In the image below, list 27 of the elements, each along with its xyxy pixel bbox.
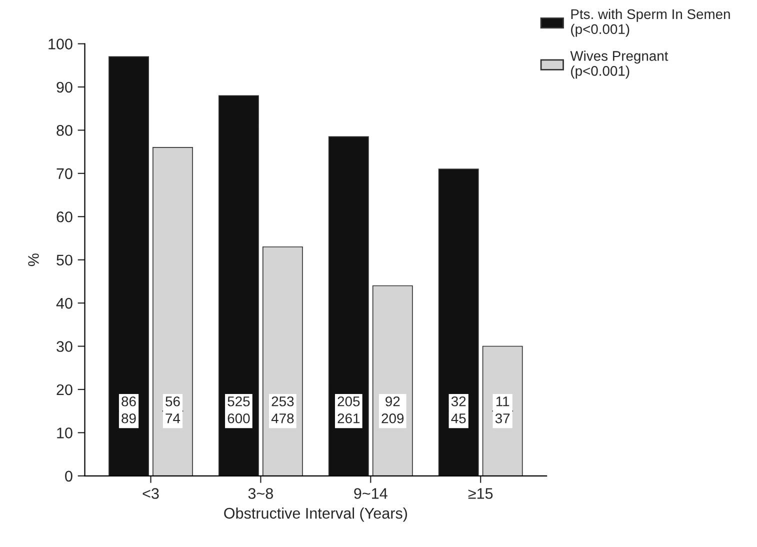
- y-tick-label: 40: [56, 298, 72, 309]
- annotation: 56 74: [166, 396, 180, 424]
- y-tick-label: 80: [56, 125, 72, 136]
- y-tick-label: 0: [65, 470, 72, 482]
- x-tick-label: 9~14: [354, 488, 388, 499]
- y-tick-label: 100: [48, 38, 72, 50]
- x-tick-label: ≥15: [468, 488, 493, 499]
- y-tick-label: 20: [56, 384, 72, 396]
- x-tick-label: <3: [142, 488, 159, 499]
- x-axis-title: Obstructive Interval (Years): [224, 507, 407, 522]
- y-tick-label: 90: [56, 82, 72, 93]
- annotation: 205 261: [338, 396, 360, 424]
- annotation: 11 37: [495, 396, 510, 424]
- y-axis-title: %: [28, 254, 39, 266]
- annotation: 92 209: [382, 396, 404, 424]
- annotation: 253 478: [271, 396, 294, 424]
- y-tick-label: 30: [56, 341, 72, 352]
- y-tick-label: 70: [56, 168, 72, 180]
- y-tick-label: 10: [57, 428, 72, 438]
- annotation: 525 600: [228, 396, 250, 424]
- y-tick-label: 50: [56, 254, 72, 266]
- legend-label: Pts. with Sperm In Semen (p<0.001): [571, 8, 730, 37]
- x-tick-label: 3~8: [248, 488, 273, 499]
- y-tick-label: 60: [56, 211, 72, 222]
- annotation: 86 89: [122, 396, 136, 424]
- legend-label: Wives Pregnant (p<0.001): [570, 50, 668, 79]
- annotation: 32 45: [451, 396, 466, 424]
